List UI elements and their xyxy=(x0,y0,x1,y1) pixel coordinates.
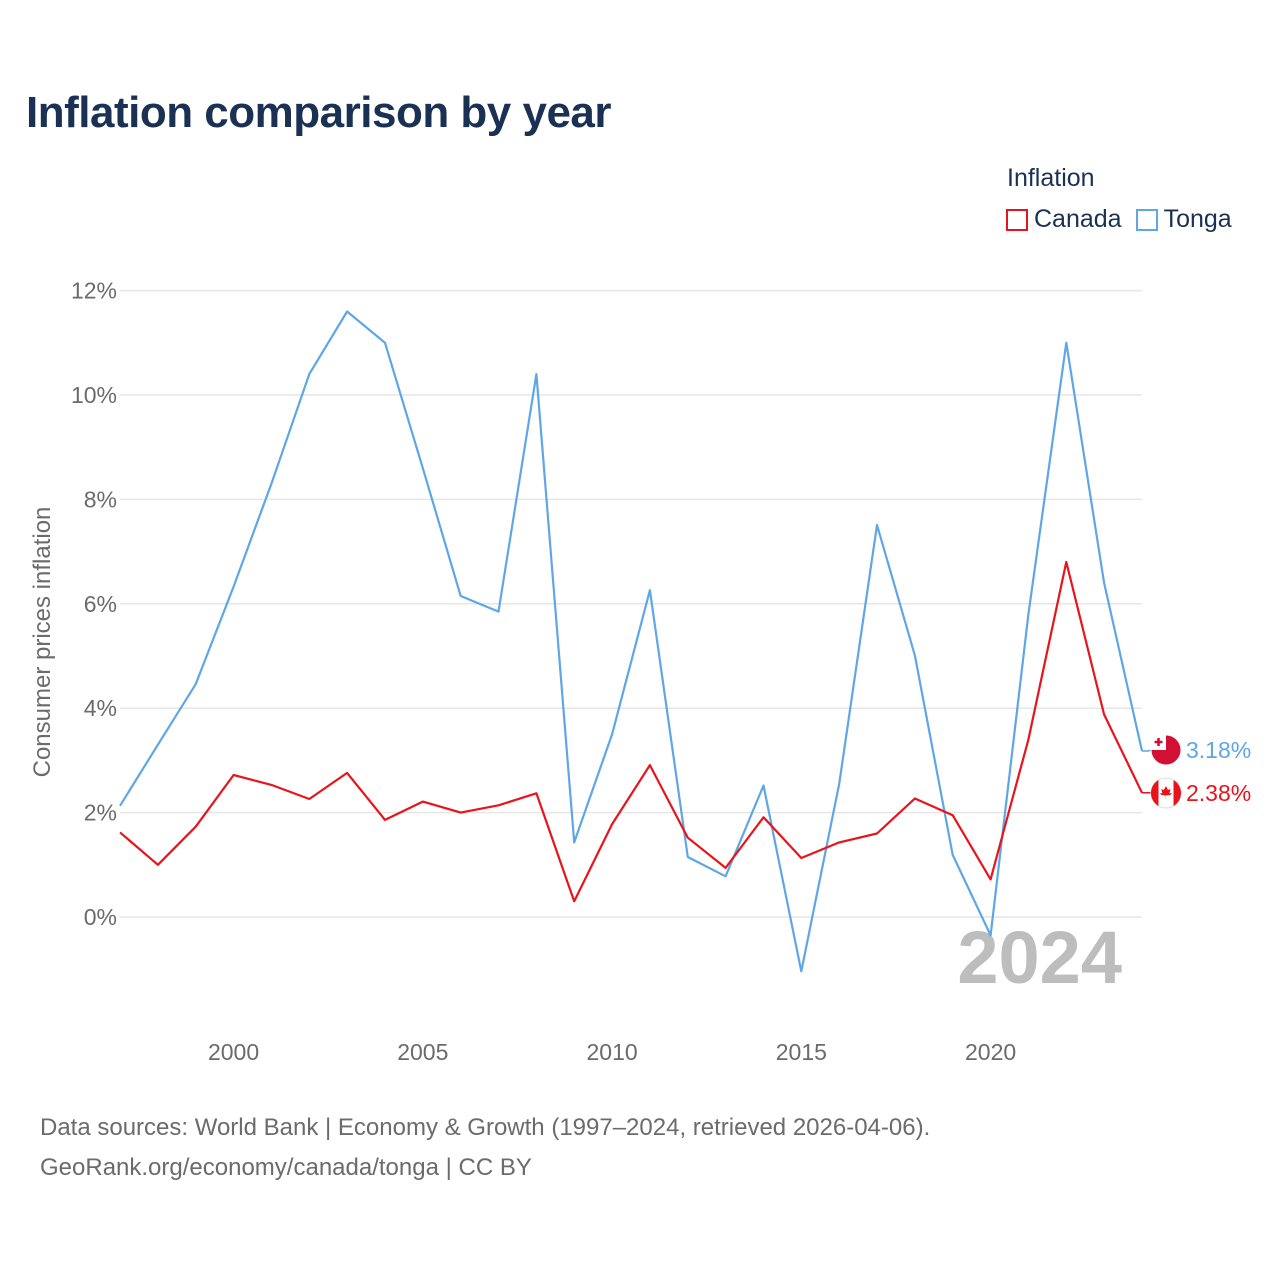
canada-flag-icon xyxy=(1150,777,1182,809)
y-tick-label: 6% xyxy=(84,591,117,617)
end-value-label: 2.38% xyxy=(1186,780,1251,806)
legend-label-canada: Canada xyxy=(1034,205,1122,233)
source-line-2[interactable]: GeoRank.org/economy/canada/tonga | CC BY xyxy=(40,1154,532,1181)
legend-label-tonga: Tonga xyxy=(1163,205,1232,233)
y-tick-labels: 0% 2% 4% 6% 8% 10% 12% xyxy=(71,278,117,930)
series-line-tonga[interactable] xyxy=(119,310,1144,973)
source-note: Data sources: World Bank | Economy & Gro… xyxy=(40,1108,930,1188)
legend-swatch-tonga xyxy=(1135,208,1158,231)
legend-item-canada[interactable]: Canada xyxy=(1006,205,1122,234)
y-tick-label: 10% xyxy=(71,382,117,408)
y-tick-label: 12% xyxy=(71,278,117,304)
end-label-tonga: 3.18% xyxy=(1142,734,1251,766)
y-tick-label: 0% xyxy=(84,904,117,930)
legend-swatch-canada xyxy=(1006,208,1028,231)
flag-cross xyxy=(1154,738,1163,746)
y-tick-label: 2% xyxy=(84,800,117,826)
x-tick-label: 2000 xyxy=(208,1039,259,1065)
x-tick-label: 2015 xyxy=(776,1039,827,1065)
legend-item-tonga[interactable]: Tonga xyxy=(1135,205,1232,234)
maple-leaf-icon xyxy=(1159,786,1172,799)
x-tick-label: 2020 xyxy=(965,1039,1016,1065)
end-labels: 2.38% 3.18% xyxy=(1142,734,1251,809)
x-tick-label: 2005 xyxy=(397,1039,448,1065)
x-tick-labels: 2000 2005 2010 2015 2020 xyxy=(208,1039,1016,1065)
end-connector xyxy=(1142,749,1153,752)
legend-title: Inflation xyxy=(1007,164,1095,192)
flag-band-right xyxy=(1173,780,1182,806)
chart-title: Inflation comparison by year xyxy=(26,88,612,137)
flag-band-left xyxy=(1151,780,1159,806)
end-value-label: 3.18% xyxy=(1186,737,1251,763)
flag-border xyxy=(1150,734,1182,766)
source-line-1: Data sources: World Bank | Economy & Gro… xyxy=(40,1114,931,1141)
y-axis-label: Consumer prices inflation xyxy=(29,507,56,778)
series-line-canada[interactable] xyxy=(119,560,1143,903)
y-tick-label: 4% xyxy=(84,695,117,721)
gridlines xyxy=(120,289,1142,918)
series-lines xyxy=(119,310,1144,973)
year-watermark: 2024 xyxy=(957,916,1122,999)
tonga-flag-icon xyxy=(1150,734,1182,766)
x-tick-label: 2010 xyxy=(586,1039,637,1065)
legend: Canada Tonga xyxy=(1006,205,1232,234)
end-label-canada: 2.38% xyxy=(1142,777,1251,809)
y-tick-label: 8% xyxy=(84,486,117,512)
